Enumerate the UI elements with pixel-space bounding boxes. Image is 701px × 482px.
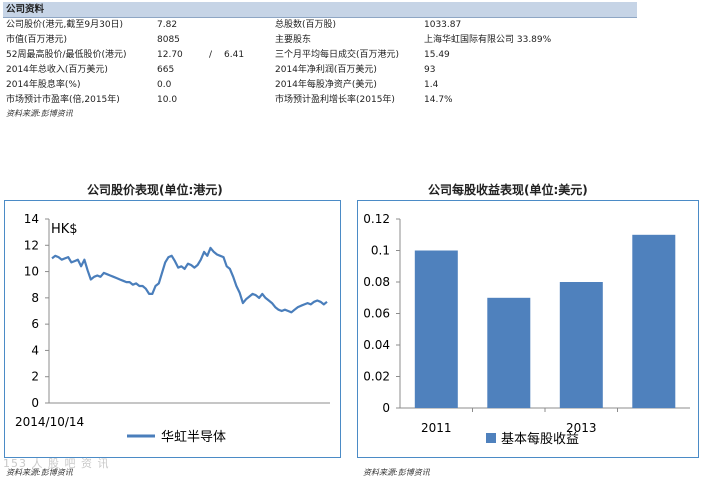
y-tick-label: 4 [31, 343, 39, 357]
series-line-huahong [51, 246, 328, 314]
x-tick-label: 2011 [421, 421, 452, 435]
info-row: 公司股价(港元,截至9月30日) 7.82 总股数(百万股) 1033.87 [3, 18, 637, 33]
info-label: 52周最高股价/最低股价(港元) [6, 50, 127, 60]
info-row: 2014年总收入(百万美元) 665 2014年净利润(百万美元) 93 [3, 63, 637, 78]
legend-label: 华虹半导体 [161, 430, 226, 445]
y-tick-label: 0.02 [363, 370, 390, 384]
x-tick-label: 2014/10/14 [15, 415, 84, 429]
info-value-right: 93 [424, 65, 436, 75]
info-label: 公司股价(港元,截至9月30日) [6, 20, 124, 30]
info-label-right: 2014年净利润(百万美元) [275, 65, 377, 75]
info-value-right: 1033.87 [424, 20, 462, 30]
info-row: 市场预计市盈率(倍,2015年) 10.0 市场预计盈利增长率(2015年) 14.7… [3, 93, 637, 108]
info-label-right: 市场预计盈利增长率(2015年) [275, 95, 395, 105]
y-tick-label: 12 [24, 238, 39, 252]
y-tick-label: 0.08 [363, 275, 390, 289]
info-value: 10.0 [157, 95, 178, 105]
unit-label: HK$ [51, 222, 78, 237]
eps-chart-title: 公司每股收益表现(单位:美元) [428, 183, 588, 197]
info-label: 2014年股息率(%) [6, 80, 81, 90]
stock-chart-title: 公司股价表现(单位:港元) [87, 183, 223, 197]
stock-chart-frame: 0 2 4 6 8 10 12 14 HK$ 2014/10/14 华虹半导体 [4, 200, 341, 458]
info-label-right: 三个月平均每日成交(百万港元) [275, 50, 400, 60]
y-tick-label: 8 [31, 291, 39, 305]
info-value: 0.0 [157, 80, 172, 90]
info-value: 12.70 [157, 50, 183, 60]
info-label-right: 总股数(百万股) [275, 20, 337, 30]
info-label: 市场预计市盈率(倍,2015年) [6, 95, 120, 105]
legend-label: 基本每股收益 [501, 431, 579, 447]
info-label: 市值(百万港元) [6, 35, 68, 45]
info-value: 665 [157, 65, 175, 75]
y-tick-label: 14 [24, 212, 39, 226]
y-tick-label: 0.1 [371, 244, 390, 258]
company-info-rows: 公司股价(港元,截至9月30日) 7.82 总股数(百万股) 1033.87 市值(百万… [3, 18, 637, 108]
bar-2014 [632, 234, 676, 409]
y-tick-label: 0.04 [363, 338, 390, 352]
eps-chart-source: 资料来源:彭博资讯 [363, 468, 430, 477]
info-source-note: 资料来源:彭博资讯 [6, 109, 73, 118]
x-tick-label: 2013 [566, 421, 597, 435]
company-info-panel: 公司资料 公司股价(港元,截至9月30日) 7.82 总股数(百万股) 1033.87… [3, 2, 637, 120]
info-label-right: 主要股东 [275, 35, 312, 45]
y-tick-label: 0 [31, 396, 39, 410]
info-value-secondary: 6.41 [224, 50, 245, 60]
info-value-right: 14.7% [424, 95, 453, 105]
info-value-right: 上海华虹国际有限公司 33.89% [424, 35, 552, 45]
y-tick-label: 10 [24, 265, 39, 279]
info-row: 市值(百万港元) 8085 主要股东 上海华虹国际有限公司 33.89% [3, 33, 637, 48]
stock-chart-source: 资料来源:彭博资讯 [6, 468, 73, 477]
company-info-header: 公司资料 [3, 2, 637, 18]
bar-2011 [414, 250, 458, 408]
y-tick-label: 0 [382, 401, 390, 415]
info-label-right: 2014年每股净资产(美元) [275, 80, 377, 90]
info-value-right: 15.49 [424, 50, 450, 60]
watermark: 153 人 股 吧 资 讯 [3, 457, 110, 470]
legend-swatch [486, 433, 496, 443]
info-value: 8085 [157, 35, 180, 45]
bar-2012 [487, 297, 531, 409]
info-value: 7.82 [157, 20, 178, 30]
bar-2013 [559, 282, 603, 408]
y-tick-label: 6 [31, 317, 39, 331]
y-tick-label: 0.12 [363, 212, 390, 226]
y-tick-label: 0.06 [363, 307, 390, 321]
info-label: 2014年总收入(百万美元) [6, 65, 108, 75]
info-separator: / [209, 50, 213, 60]
stock-price-chart: 0 2 4 6 8 10 12 14 HK$ 2014/10/14 华虹半导体 [15, 212, 330, 445]
info-row: 52周最高股价/最低股价(港元) 12.70 / 6.41 三个月平均每日成交(百万港元… [3, 48, 637, 63]
info-value-right: 1.4 [424, 80, 439, 90]
info-row: 2014年股息率(%) 0.0 2014年每股净资产(美元) 1.4 [3, 78, 637, 93]
eps-chart-frame: 0 0.02 0.04 0.06 0.08 0.1 0.12 2011 2013 基本每股收益 [357, 200, 699, 458]
y-tick-label: 2 [31, 370, 39, 384]
